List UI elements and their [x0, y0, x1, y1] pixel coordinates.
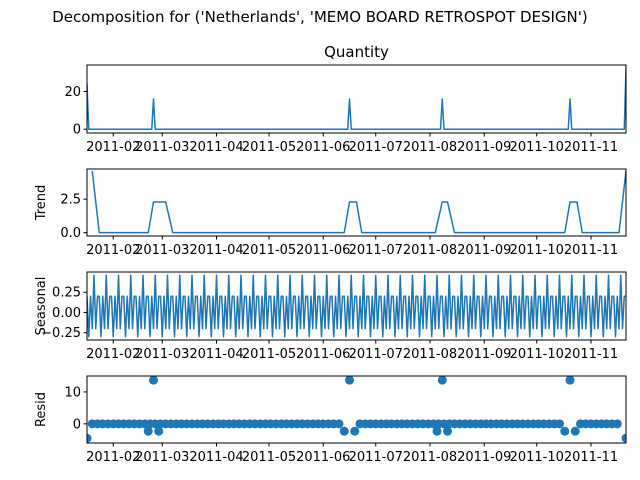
x-tick-label: 2011-04: [189, 243, 243, 258]
x-tick-label: 2011-07: [349, 450, 403, 465]
x-tick-label: 2011-06: [296, 140, 350, 155]
x-tick-label: 2011-04: [189, 450, 243, 465]
resid-point: [443, 426, 452, 436]
y-tick-label: 20: [64, 85, 81, 100]
x-tick-label: 2011-09: [457, 347, 511, 362]
x-tick-label: 2011-06: [296, 347, 350, 362]
resid-point: [87, 433, 92, 443]
series-line-3: [87, 274, 626, 338]
resid-point: [345, 376, 354, 385]
x-tick-label: 2011-03: [135, 243, 189, 258]
x-tick-label: 2011-03: [135, 347, 189, 362]
y-axis-label: Resid: [34, 392, 49, 427]
x-tick-label: 2011-10: [510, 140, 564, 155]
x-tick-label: 2011-08: [403, 140, 457, 155]
y-tick-label: 0.25: [52, 286, 81, 301]
x-tick-label: 2011-03: [135, 450, 189, 465]
y-axis-label: Seasonal: [34, 277, 49, 336]
resid-point: [621, 433, 626, 443]
x-tick-label: 2011-05: [242, 347, 296, 362]
axes-frame: [86, 375, 627, 444]
x-tick-label: 2011-10: [510, 243, 564, 258]
resid-point: [350, 426, 360, 436]
x-tick-label: 2011-02: [86, 243, 140, 258]
x-tick-label: 2011-09: [457, 450, 511, 465]
y-tick-label: −0.25: [41, 326, 81, 341]
x-tick-label: 2011-05: [242, 450, 296, 465]
x-tick-label: 2011-10: [510, 450, 564, 465]
resid-point: [143, 426, 153, 436]
figure-suptitle: Decomposition for ('Netherlands', 'MEMO …: [52, 8, 587, 26]
x-tick-label: 2011-06: [296, 243, 350, 258]
x-tick-label: 2011-04: [189, 347, 243, 362]
y-tick-label: 0.0: [60, 226, 81, 241]
resid-point: [339, 426, 349, 436]
x-tick-label: 2011-02: [86, 140, 140, 155]
y-tick-label: 0.00: [52, 306, 81, 321]
x-tick-label: 2011-07: [349, 243, 403, 258]
x-tick-label: 2011-07: [349, 140, 403, 155]
x-tick-label: 2011-09: [457, 243, 511, 258]
x-tick-label: 2011-06: [296, 450, 350, 465]
x-tick-label: 2011-03: [135, 140, 189, 155]
y-tick-label: 2.5: [60, 193, 81, 208]
panel-title: Quantity: [324, 43, 389, 61]
x-tick-label: 2011-08: [403, 347, 457, 362]
axes-frame: [86, 64, 627, 134]
resid-point: [560, 426, 570, 436]
axes-frame: [86, 271, 627, 341]
x-tick-label: 2011-07: [349, 347, 403, 362]
x-tick-label: 2011-11: [564, 140, 618, 155]
resid-point: [149, 376, 158, 385]
x-tick-label: 2011-11: [564, 243, 618, 258]
resid-point: [334, 419, 344, 429]
series-line-1: [87, 68, 626, 130]
x-tick-label: 2011-05: [242, 140, 296, 155]
x-tick-label: 2011-05: [242, 243, 296, 258]
resid-points: [87, 376, 626, 443]
resid-point: [555, 419, 564, 429]
resid-point: [154, 426, 164, 436]
y-tick-label: 0: [73, 417, 81, 432]
x-tick-label: 2011-08: [403, 450, 457, 465]
x-tick-label: 2011-10: [510, 347, 564, 362]
resid-point: [570, 426, 580, 436]
resid-point: [612, 419, 622, 429]
x-tick-label: 2011-08: [403, 243, 457, 258]
resid-point: [437, 376, 447, 385]
x-tick-label: 2011-09: [457, 140, 511, 155]
y-axis-label: Trend: [34, 185, 49, 222]
resid-point: [432, 426, 442, 436]
x-tick-label: 2011-11: [564, 347, 618, 362]
x-tick-label: 2011-02: [86, 450, 140, 465]
y-tick-label: 0: [73, 123, 81, 138]
axes-frame: [86, 168, 627, 237]
series-line-2: [91, 170, 626, 234]
x-tick-label: 2011-04: [189, 140, 243, 155]
x-tick-label: 2011-11: [564, 450, 618, 465]
x-tick-label: 2011-02: [86, 347, 140, 362]
y-tick-label: 10: [64, 385, 81, 400]
resid-point: [565, 376, 575, 385]
